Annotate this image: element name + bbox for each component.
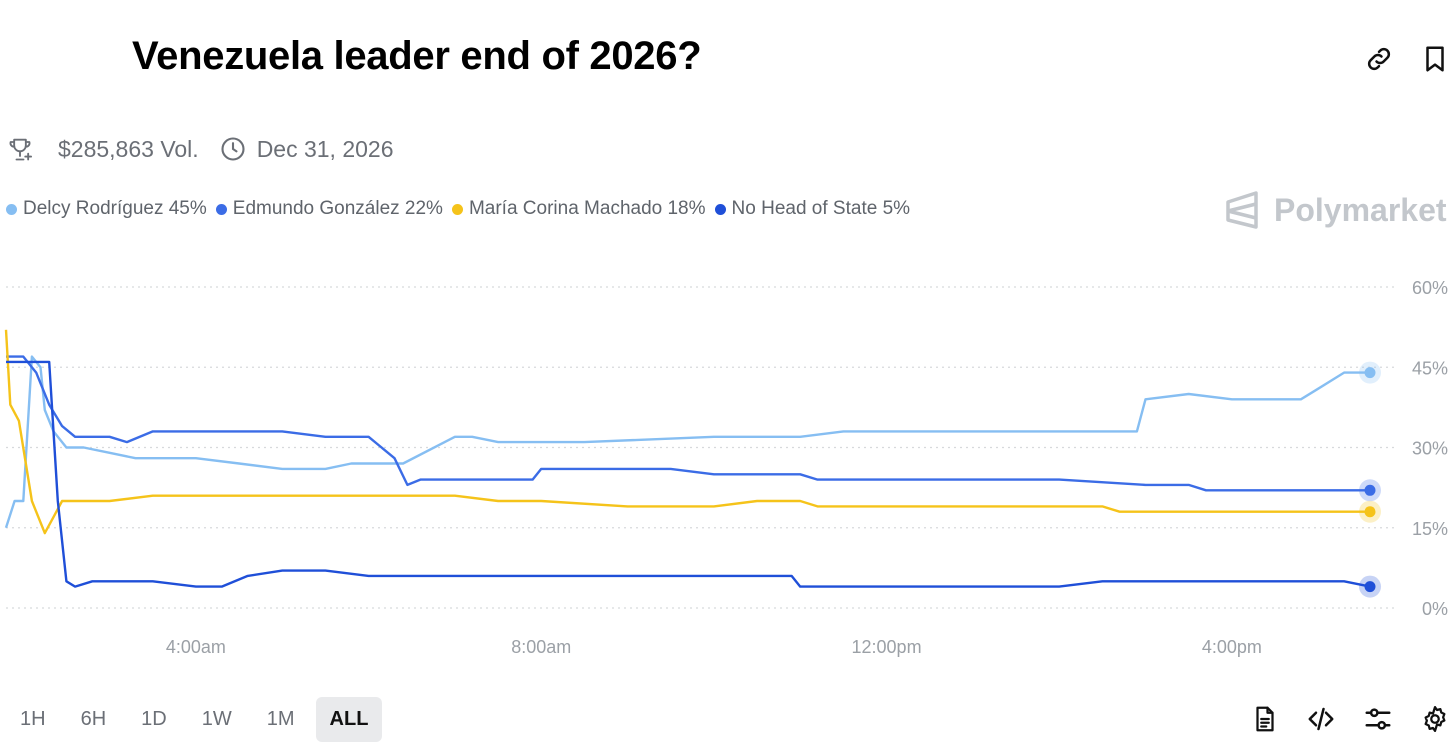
brand-name: Polymarket [1274, 191, 1447, 228]
y-tick-label: 45% [1412, 358, 1448, 378]
settings-gear-icon[interactable] [1420, 704, 1450, 734]
legend-label: Edmundo González 22% [232, 198, 443, 219]
venezuela-flag-icon [6, 8, 106, 108]
price-history-chart: 60% 45% 30% 15% 0% 4:00am 8:00am 12:00pm 4:00pm [4, 278, 1448, 657]
series-line-0 [4, 355, 1370, 529]
range-1w[interactable]: 1W [201, 708, 232, 730]
series-line-1 [6, 355, 1370, 492]
series-end-point [1364, 484, 1376, 496]
legend-item-machado: María Corina Machado 18% [451, 198, 706, 220]
document-icon[interactable] [1250, 704, 1280, 734]
bookmark-icon[interactable] [1420, 44, 1450, 74]
flag-stripe-blue [6, 41, 106, 74]
legend-dot [451, 203, 463, 215]
clock-icon [221, 137, 245, 161]
y-tick-label: 15% [1412, 519, 1448, 539]
embed-code-icon[interactable] [1306, 704, 1336, 734]
range-1d[interactable]: 1D [141, 708, 167, 730]
link-icon[interactable] [1364, 44, 1394, 74]
legend-dot [714, 203, 726, 215]
x-tick-label: 8:00am [511, 637, 571, 657]
legend-label: Delcy Rodríguez 45% [23, 198, 207, 219]
legend-item-delcy: Delcy Rodríguez 45% [6, 198, 207, 220]
legend-dot [6, 203, 17, 215]
flag-stripe-yellow [6, 8, 106, 41]
x-tick-label: 4:00pm [1202, 637, 1262, 657]
series-line-3 [6, 360, 1371, 588]
filter-sliders-icon[interactable] [1363, 704, 1393, 734]
range-1h[interactable]: 1H [20, 708, 46, 730]
legend-dot [215, 203, 227, 215]
x-tick-label: 12:00pm [852, 637, 922, 657]
flag-stripe-red [6, 75, 106, 108]
time-range-selector: 1H 6H 1D 1W 1M ALL [6, 697, 389, 742]
market-meta: $285,863 Vol. Dec 31, 2026 [6, 134, 394, 164]
legend-item-edmundo: Edmundo González 22% [215, 198, 443, 220]
series-end-point [1364, 581, 1376, 593]
x-tick-label: 4:00am [166, 637, 226, 657]
legend-label: María Corina Machado 18% [468, 198, 706, 219]
y-tick-label: 0% [1422, 599, 1448, 619]
range-1m[interactable]: 1M [266, 708, 295, 730]
trophy-icon [9, 138, 33, 161]
volume-text: $285,863 Vol. [58, 135, 199, 162]
y-tick-label: 60% [1412, 278, 1448, 298]
series-line-2 [4, 329, 1370, 535]
y-tick-label: 30% [1412, 439, 1448, 459]
flag-stars-icon [28, 45, 83, 66]
range-all[interactable]: ALL [315, 697, 383, 742]
legend-item-no-head: No Head of State 5% [714, 198, 911, 220]
chart-legend: Delcy Rodríguez 45% Edmundo González 22%… [6, 198, 919, 220]
polymarket-brand: Polymarket [1224, 190, 1447, 230]
legend-label: No Head of State 5% [731, 198, 911, 219]
page-title: Venezuela leader end of 2026? [132, 34, 702, 78]
series-end-point [1364, 367, 1376, 379]
polymarket-logo-icon [1226, 191, 1258, 229]
range-6h[interactable]: 6H [80, 708, 107, 730]
end-date-text: Dec 31, 2026 [256, 135, 394, 162]
series-end-point [1364, 506, 1376, 518]
